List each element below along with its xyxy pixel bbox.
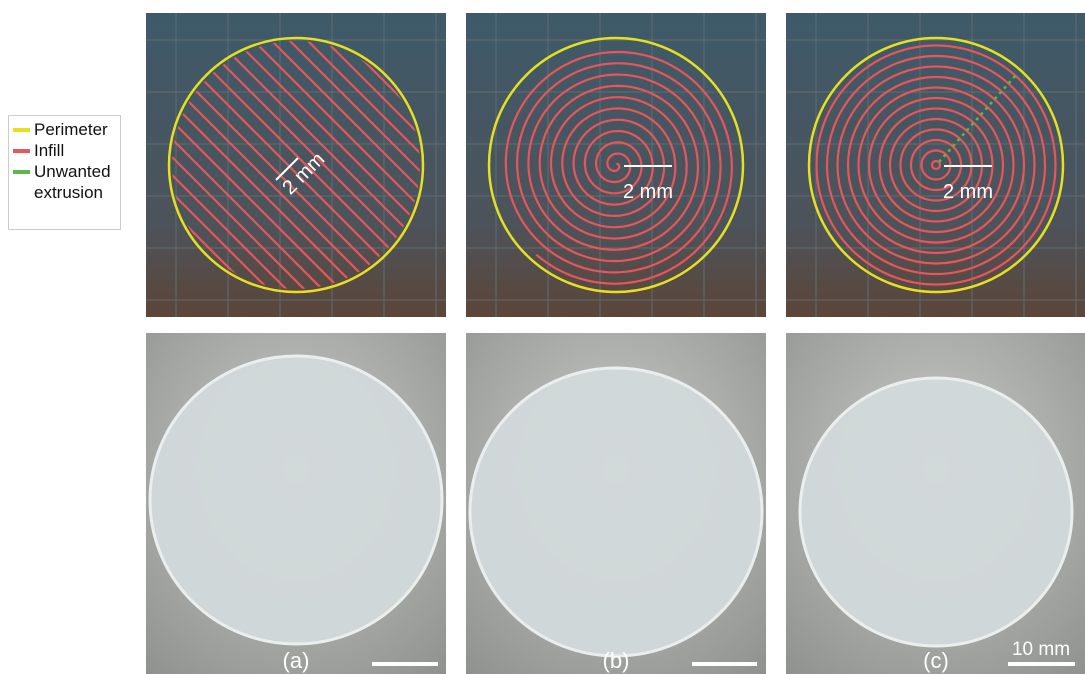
legend-label: Perimeter <box>34 120 108 139</box>
dimension-arrow <box>275 157 299 181</box>
legend-item: Unwanted extrusion <box>13 161 116 203</box>
swatch <box>13 128 30 132</box>
sample-disk <box>798 376 1074 648</box>
infill-line <box>172 41 420 289</box>
legend-label: Unwanted extrusion <box>34 162 111 202</box>
legend: Perimeter Infill Unwanted extrusion <box>8 115 121 230</box>
infill-ring <box>846 75 1026 255</box>
scale-bar-label: 10 mm <box>1012 639 1070 660</box>
swatch <box>13 170 30 174</box>
infill-line <box>172 41 420 289</box>
infill-ring <box>930 159 942 171</box>
infill-ring <box>836 65 1036 265</box>
infill-line <box>172 41 420 289</box>
infill-ring <box>815 44 1057 286</box>
legend-label: Infill <box>34 141 65 160</box>
sample-disk <box>468 366 764 658</box>
infill-spiral <box>504 50 733 285</box>
infill-line <box>172 41 381 289</box>
toolpath-background <box>786 13 1085 317</box>
infill-line <box>172 41 420 289</box>
infill-ring <box>867 96 1005 234</box>
infill-line <box>195 41 420 289</box>
scale-label: 2 mm <box>623 181 673 203</box>
legend-item: Infill <box>13 140 116 161</box>
scale-label: 2 mm <box>943 181 993 203</box>
infill-line <box>172 41 420 289</box>
swatch <box>13 149 30 153</box>
perimeter <box>487 36 745 294</box>
infill-ring <box>825 54 1047 276</box>
perimeter <box>167 36 425 294</box>
panel-label: (a) <box>283 648 310 673</box>
infill-ring <box>878 107 994 223</box>
infill-ring <box>857 86 1015 244</box>
infill-line <box>172 41 420 289</box>
infill-line <box>172 41 399 289</box>
infill-line <box>172 41 420 289</box>
infill <box>172 41 420 289</box>
panel-label: (c) <box>923 648 949 673</box>
infill-line <box>172 41 417 289</box>
perimeter <box>807 36 1065 294</box>
panel-label: (b) <box>603 648 630 673</box>
infill-line <box>213 41 420 289</box>
infill-line <box>177 41 420 289</box>
sample-disk <box>148 354 444 646</box>
legend-item: Perimeter <box>13 119 116 140</box>
unwanted-extrusion <box>938 74 1017 163</box>
infill-line <box>172 41 420 289</box>
